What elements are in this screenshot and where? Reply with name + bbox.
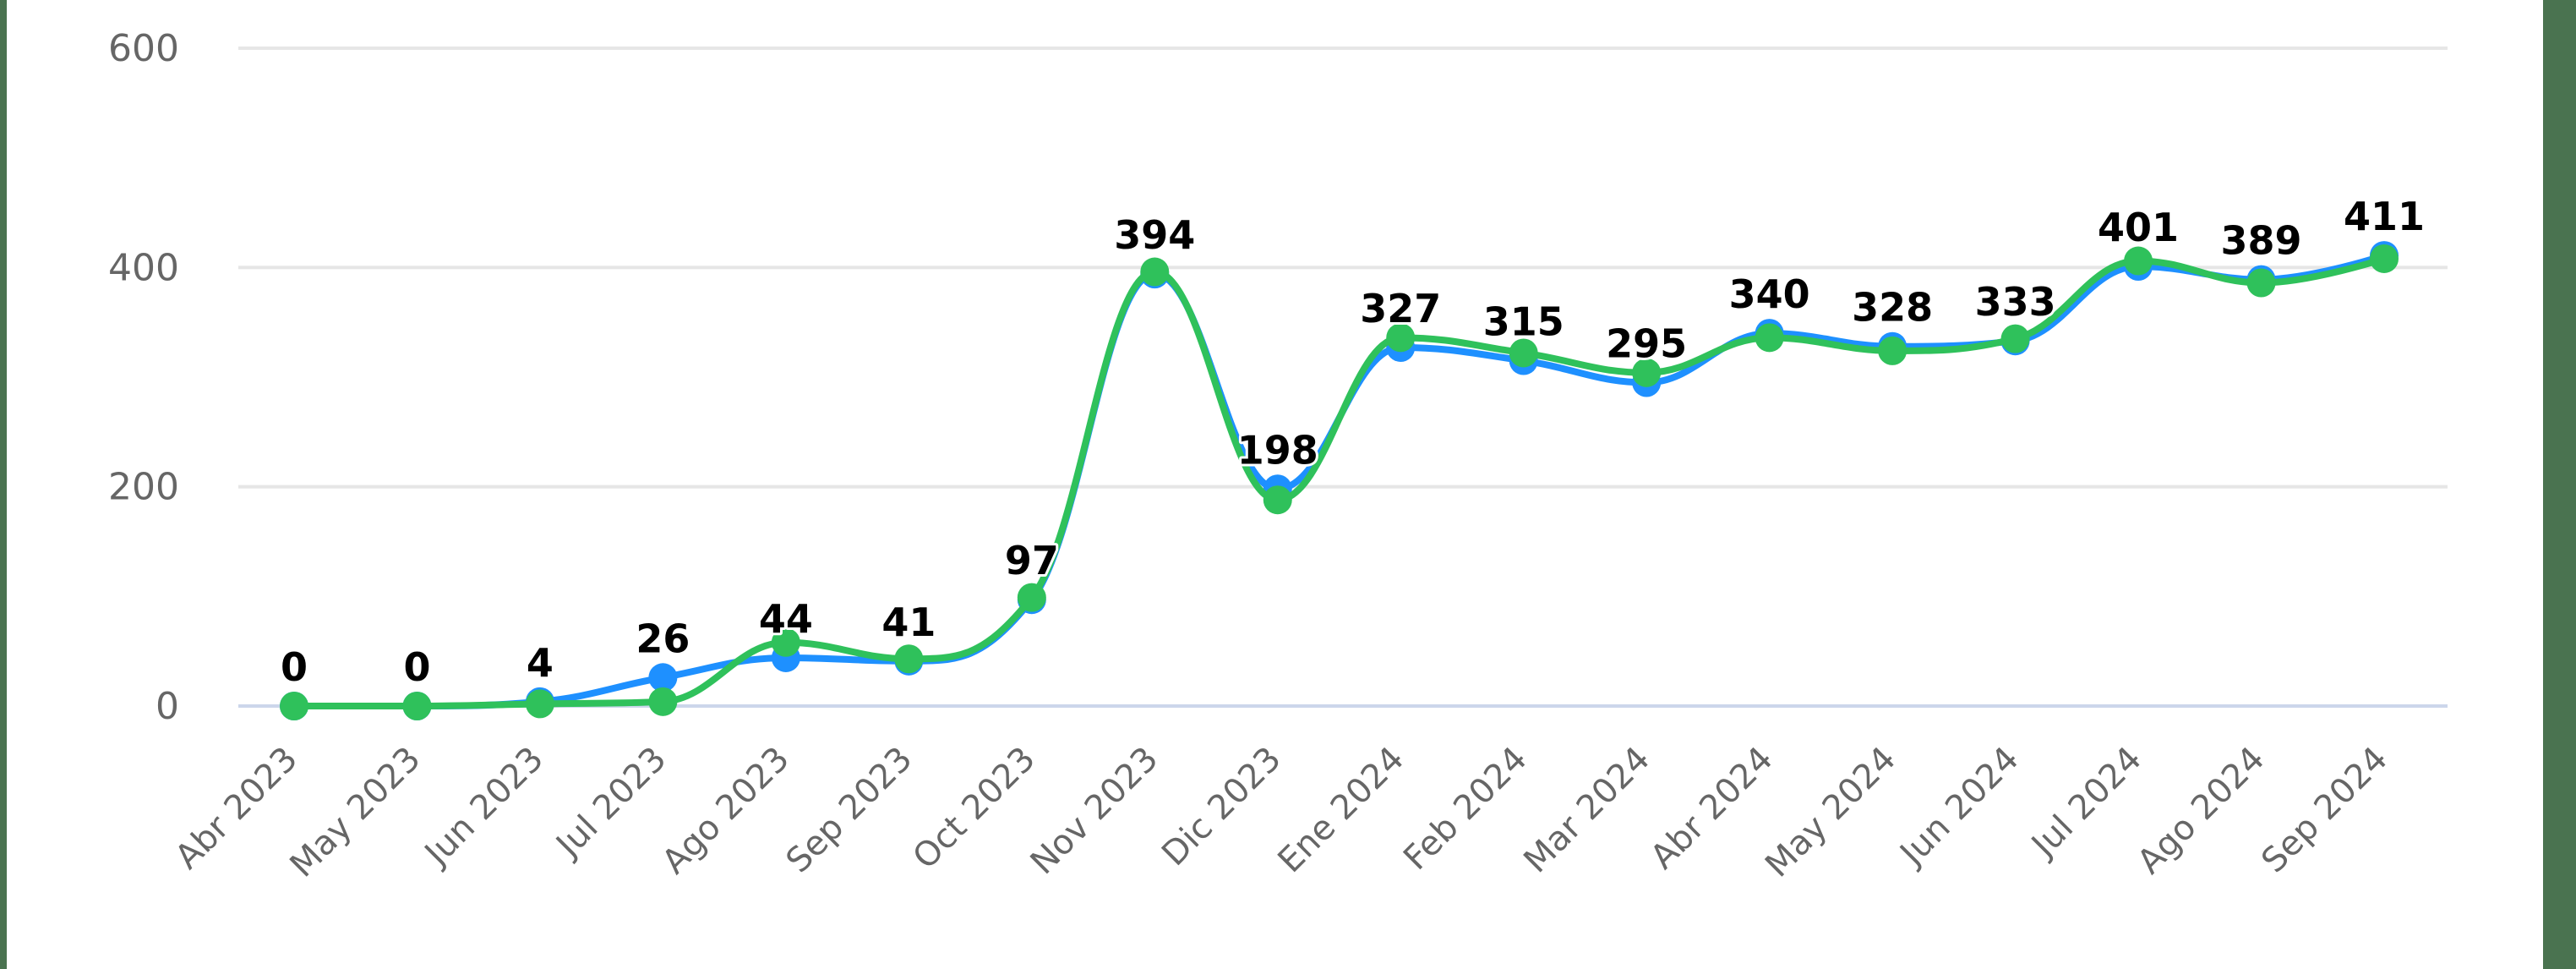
data-point-marker[interactable] xyxy=(1140,257,1170,287)
data-point-marker[interactable] xyxy=(648,663,678,693)
series-1 xyxy=(280,241,2399,720)
frame-border-left xyxy=(0,0,7,969)
data-point-marker[interactable] xyxy=(1755,323,1784,353)
data-point-marker[interactable] xyxy=(1386,323,1416,353)
x-tick-label: Sep 2023 xyxy=(779,740,920,881)
gridline-400 xyxy=(238,266,2448,270)
gridlines xyxy=(238,47,2448,708)
x-axis-line xyxy=(238,704,2448,708)
data-label: 4 xyxy=(527,640,554,686)
data-label: 26 xyxy=(636,616,690,661)
data-label: 295 xyxy=(1606,320,1687,366)
data-label: 411 xyxy=(2344,194,2425,239)
frame-border-right xyxy=(2543,0,2576,969)
x-tick-label: Mar 2024 xyxy=(1516,740,1657,881)
x-tick-label: Ago 2024 xyxy=(2130,740,2272,882)
data-label: 315 xyxy=(1483,299,1564,345)
series-lines xyxy=(280,241,2399,720)
y-tick-label: 0 xyxy=(156,685,179,728)
x-tick-label: Dic 2023 xyxy=(1154,740,1289,874)
data-point-marker[interactable] xyxy=(525,689,554,719)
gridline-600 xyxy=(238,47,2448,50)
data-point-marker[interactable] xyxy=(2370,244,2399,273)
data-point-marker[interactable] xyxy=(280,692,308,720)
data-point-marker[interactable] xyxy=(2246,268,2276,298)
gridline-200 xyxy=(238,484,2448,489)
y-tick-label: 200 xyxy=(108,466,179,509)
data-label: 401 xyxy=(2098,205,2179,250)
x-tick-label: Nov 2023 xyxy=(1023,740,1166,883)
data-point-marker[interactable] xyxy=(894,644,924,674)
x-tick-label: Ene 2024 xyxy=(1271,740,1412,881)
data-point-marker[interactable] xyxy=(402,692,432,720)
data-point-marker[interactable] xyxy=(1878,336,1907,365)
data-label: 328 xyxy=(1852,285,1933,331)
data-point-marker[interactable] xyxy=(1509,338,1538,368)
data-label: 0 xyxy=(403,644,430,690)
series-line xyxy=(291,252,2388,710)
x-tick-label: Oct 2023 xyxy=(905,740,1042,877)
data-label: 44 xyxy=(759,596,813,642)
data-label: 41 xyxy=(881,599,936,645)
data-label: 394 xyxy=(1114,212,1195,258)
series-line xyxy=(291,255,2388,710)
x-tick-label: Sep 2024 xyxy=(2254,740,2395,881)
data-point-marker[interactable] xyxy=(1017,583,1046,612)
x-tick-label: Ago 2023 xyxy=(655,740,797,882)
x-tick-label: Feb 2024 xyxy=(1396,740,1535,879)
series-2 xyxy=(280,244,2399,720)
data-label: 0 xyxy=(281,644,308,690)
data-point-marker[interactable] xyxy=(648,687,678,716)
data-labels: 0 0 4 26 44 41 97 394 198 327 315 295 340 328 333 401 38… xyxy=(278,191,2427,693)
data-point-marker[interactable] xyxy=(1263,485,1292,515)
x-tick-label: Jun 2024 xyxy=(1891,740,2027,875)
x-tick-label: Jul 2024 xyxy=(2022,740,2149,867)
x-tick-label: Jun 2023 xyxy=(416,740,551,875)
y-axis-labels: 0 200 400 600 xyxy=(108,27,179,728)
data-label: 97 xyxy=(1005,538,1059,583)
data-point-marker[interactable] xyxy=(2124,246,2153,276)
y-tick-label: 400 xyxy=(108,246,179,289)
data-label: 389 xyxy=(2221,218,2302,264)
data-point-marker[interactable] xyxy=(2000,324,2030,353)
data-point-marker[interactable] xyxy=(1632,358,1662,387)
data-label: 340 xyxy=(1729,271,1810,317)
x-tick-label: Jul 2023 xyxy=(548,740,674,867)
y-tick-label: 600 xyxy=(108,27,179,70)
x-tick-label: May 2024 xyxy=(1758,740,1903,885)
data-point-marker[interactable] xyxy=(771,627,800,657)
data-label: 198 xyxy=(1237,427,1318,473)
x-tick-label: May 2023 xyxy=(283,740,428,885)
data-label: 333 xyxy=(1975,279,2056,325)
data-label: 327 xyxy=(1360,286,1441,331)
